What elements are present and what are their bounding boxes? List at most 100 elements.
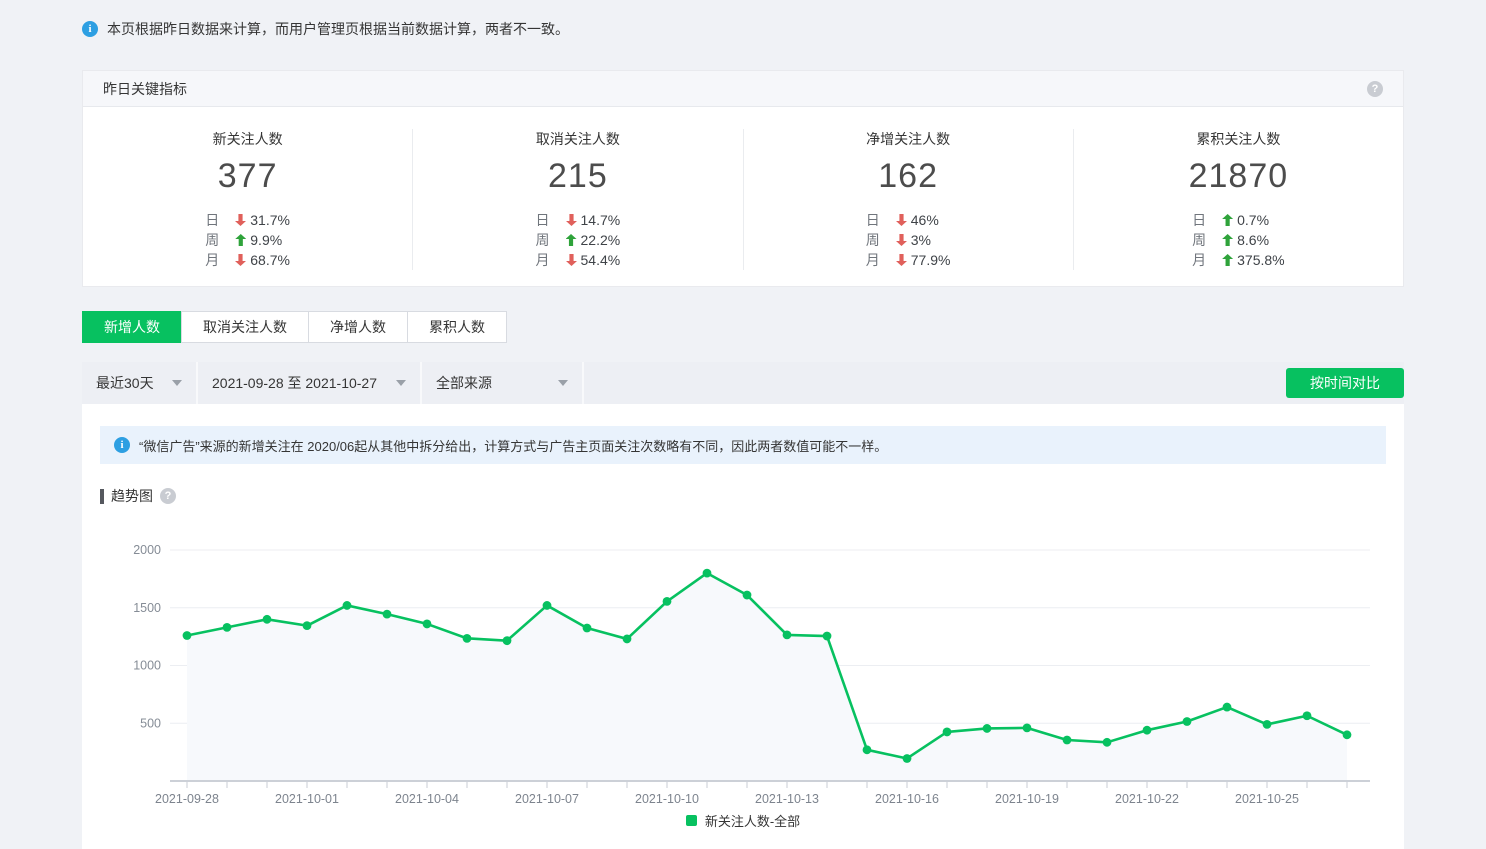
trend-period-label: 月 xyxy=(535,252,550,268)
arrow-down-icon xyxy=(896,254,907,266)
arrow-up-icon xyxy=(1222,214,1234,226)
data-point[interactable] xyxy=(462,633,472,643)
tab-累积人数[interactable]: 累积人数 xyxy=(407,311,507,343)
trend-percentage: 46% xyxy=(910,212,939,228)
trend-percentage: 8.6% xyxy=(1237,232,1270,248)
trend-row: 日 14.7% xyxy=(536,210,621,230)
metrics-body: 新关注人数 377 日 31.7% 周 9.9% 月 68.7% 取消关注人数 215 日 14.7%… xyxy=(83,107,1403,286)
date-range-preset-dropdown[interactable]: 最近30天 xyxy=(82,362,198,404)
data-point[interactable] xyxy=(1302,711,1312,721)
data-point[interactable] xyxy=(942,727,952,737)
x-axis-tick-label: 2021-10-19 xyxy=(995,792,1059,806)
help-icon[interactable]: ? xyxy=(160,488,176,504)
date-range-dropdown[interactable]: 2021-09-28 至 2021-10-27 xyxy=(198,362,422,404)
metric-card: 净增关注人数 162 日 46% 周 3% 月 77.9% xyxy=(744,129,1074,270)
arrow-down-icon xyxy=(235,214,246,226)
trend-percentage: 22.2% xyxy=(580,232,621,248)
y-axis-tick-label: 1500 xyxy=(133,601,161,615)
trend-chart-wrap: 500 1000 1500 2000 2021-09-28 2021-10-01 2021-… xyxy=(82,536,1404,829)
data-point[interactable] xyxy=(222,622,232,632)
trend-period-label: 日 xyxy=(865,212,880,228)
legend-label: 新关注人数-全部 xyxy=(704,813,801,829)
metric-trends: 日 46% 周 3% 月 77.9% xyxy=(866,210,951,270)
x-axis-tick-label: 2021-10-13 xyxy=(755,792,819,806)
title-bar xyxy=(100,488,104,504)
date-range-value: 2021-09-28 至 2021-10-27 xyxy=(212,375,378,391)
trend-section-title: 趋势图 ? xyxy=(100,488,1404,504)
data-point[interactable] xyxy=(1102,737,1112,747)
data-point[interactable] xyxy=(1342,730,1352,740)
metric-card: 取消关注人数 215 日 14.7% 周 22.2% 月 54.4% xyxy=(413,129,744,270)
metric-title: 净增关注人数 xyxy=(866,131,951,147)
trend-percentage: 77.9% xyxy=(910,252,951,268)
data-point[interactable] xyxy=(422,619,432,629)
metric-title: 新关注人数 xyxy=(212,131,283,147)
help-icon[interactable]: ? xyxy=(1367,80,1383,97)
data-point[interactable] xyxy=(302,621,312,631)
x-axis-tick-label: 2021-10-16 xyxy=(875,792,939,806)
data-point[interactable] xyxy=(702,568,712,578)
x-axis-tick-label: 2021-10-22 xyxy=(1115,792,1179,806)
x-axis-tick-label: 2021-10-07 xyxy=(515,792,579,806)
data-point[interactable] xyxy=(982,724,992,733)
data-point[interactable] xyxy=(782,630,792,640)
x-axis-tick-label: 2021-09-28 xyxy=(155,792,219,806)
arrow-up-icon xyxy=(1222,234,1234,246)
trend-percentage: 14.7% xyxy=(580,212,621,228)
data-point[interactable] xyxy=(662,596,672,606)
data-point[interactable] xyxy=(542,601,552,610)
data-point[interactable] xyxy=(622,634,632,644)
source-dropdown[interactable]: 全部来源 xyxy=(422,362,584,404)
data-point[interactable] xyxy=(1142,725,1152,735)
chevron-down-icon xyxy=(172,380,182,386)
data-point[interactable] xyxy=(582,623,592,633)
trend-period-label: 周 xyxy=(205,232,220,248)
trend-row: 日 0.7% xyxy=(1192,210,1284,230)
data-point[interactable] xyxy=(862,745,872,755)
data-point[interactable] xyxy=(822,631,832,641)
x-axis-tick-label: 2021-10-10 xyxy=(635,792,699,806)
data-point[interactable] xyxy=(1262,720,1272,729)
metric-title: 取消关注人数 xyxy=(535,131,620,147)
data-point[interactable] xyxy=(182,631,192,640)
data-point[interactable] xyxy=(1062,735,1072,745)
metric-value: 162 xyxy=(878,157,938,195)
data-point[interactable] xyxy=(502,636,512,646)
trend-row: 日 46% xyxy=(866,210,951,230)
compare-by-time-button[interactable]: 按时间对比 xyxy=(1286,368,1404,398)
tab-净增人数[interactable]: 净增人数 xyxy=(308,311,408,343)
data-point[interactable] xyxy=(742,590,752,600)
trend-period-label: 月 xyxy=(1192,252,1207,268)
trend-row: 周 8.6% xyxy=(1192,230,1284,250)
trend-percentage: 3% xyxy=(910,232,931,248)
chevron-down-icon xyxy=(396,380,406,386)
page-notice: i 本页根据昨日数据来计算，而用户管理页根据当前数据计算，两者不一致。 xyxy=(82,20,1404,38)
trend-row: 日 31.7% xyxy=(205,210,290,230)
metric-trends: 日 0.7% 周 8.6% 月 375.8% xyxy=(1192,210,1284,270)
trend-row: 周 9.9% xyxy=(205,230,290,250)
trend-period-label: 月 xyxy=(865,252,880,268)
trend-title-text: 趋势图 xyxy=(111,488,153,504)
arrow-up-icon xyxy=(1222,254,1234,266)
data-point[interactable] xyxy=(262,614,272,624)
trend-line xyxy=(185,571,1349,760)
data-point[interactable] xyxy=(902,754,912,763)
page-notice-text: 本页根据昨日数据来计算，而用户管理页根据当前数据计算，两者不一致。 xyxy=(107,21,569,37)
data-point[interactable] xyxy=(1222,702,1232,712)
x-axis-tick-label: 2021-10-25 xyxy=(1235,792,1299,806)
info-icon: i xyxy=(114,437,130,453)
trend-percentage: 31.7% xyxy=(250,212,290,228)
trend-row: 月 54.4% xyxy=(536,250,621,270)
data-point[interactable] xyxy=(382,609,392,619)
trend-period-label: 日 xyxy=(1192,212,1207,228)
y-axis-tick-label: 500 xyxy=(140,716,161,730)
trend-period-label: 月 xyxy=(205,252,220,268)
tab-新增人数[interactable]: 新增人数 xyxy=(82,311,182,343)
trend-period-label: 日 xyxy=(205,212,220,228)
trend-row: 月 77.9% xyxy=(866,250,951,270)
data-point[interactable] xyxy=(342,601,352,610)
trend-period-label: 周 xyxy=(1192,232,1207,248)
data-point[interactable] xyxy=(1182,717,1192,726)
tab-取消关注人数[interactable]: 取消关注人数 xyxy=(181,311,309,343)
data-point[interactable] xyxy=(1022,723,1032,733)
